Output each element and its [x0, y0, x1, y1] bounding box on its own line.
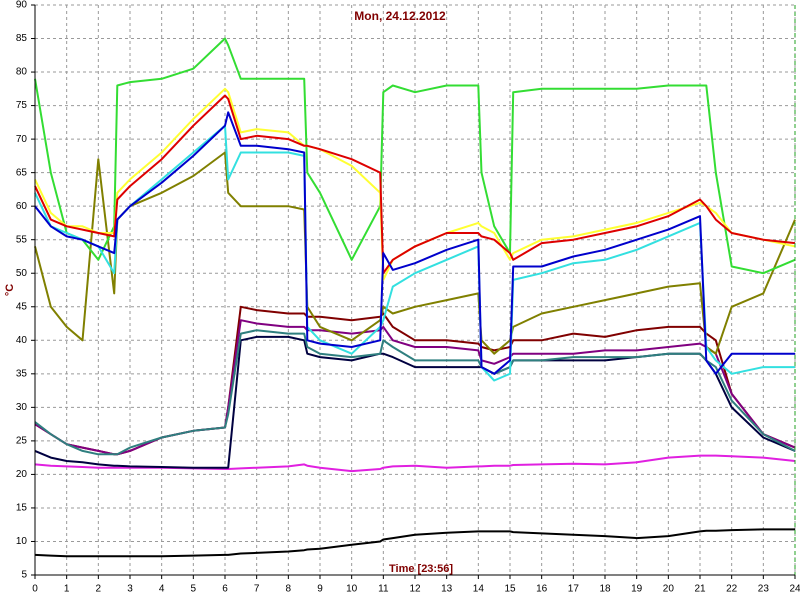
series-line — [34, 528, 795, 558]
y-tick-label: 45 — [16, 301, 28, 312]
x-tick-label: 7 — [254, 584, 260, 595]
y-tick-label: 70 — [16, 134, 28, 145]
series-line — [34, 37, 796, 275]
x-tick-label: 4 — [159, 584, 165, 595]
series-line — [34, 454, 796, 473]
x-tick-label: 6 — [222, 584, 228, 595]
x-tick-label: 2 — [96, 584, 102, 595]
y-tick-label: 55 — [16, 234, 28, 245]
x-tick-label: 8 — [286, 584, 292, 595]
x-tick-label: 17 — [568, 584, 580, 595]
y-tick-label: 30 — [16, 402, 28, 413]
x-tick-label: 22 — [726, 584, 738, 595]
y-tick-label: 20 — [16, 469, 28, 480]
x-tick-label: 10 — [346, 584, 358, 595]
series-line — [34, 319, 796, 456]
x-tick-label: 15 — [504, 584, 516, 595]
y-tick-label: 90 — [16, 0, 28, 11]
x-tick-label: 14 — [473, 584, 485, 595]
x-tick-label: 3 — [127, 584, 133, 595]
plot-lines — [34, 37, 796, 558]
y-axis-label: °C — [4, 284, 16, 296]
x-tick-label: 12 — [409, 584, 421, 595]
y-tick-label: 10 — [16, 536, 28, 547]
y-tick-label: 40 — [16, 335, 28, 346]
y-tick-label: 5 — [21, 570, 27, 581]
y-tick-label: 85 — [16, 33, 28, 44]
series-line — [34, 111, 795, 375]
x-tick-label: 0 — [32, 584, 38, 595]
x-tick-label: 5 — [191, 584, 197, 595]
x-tick-label: 20 — [663, 584, 675, 595]
x-tick-label: 18 — [599, 584, 611, 595]
x-tick-label: 16 — [536, 584, 548, 595]
y-tick-label: 25 — [16, 436, 28, 447]
x-tick-label: 11 — [378, 584, 389, 595]
x-tick-label: 13 — [441, 584, 453, 595]
series-line — [34, 94, 796, 275]
x-tick-label: 19 — [631, 584, 643, 595]
x-tick-label: 9 — [317, 584, 323, 595]
y-tick-label: 80 — [16, 67, 28, 78]
y-tick-label: 15 — [16, 503, 28, 514]
y-tick-label: 50 — [16, 268, 28, 279]
y-tick-label: 60 — [16, 201, 28, 212]
y-tick-label: 35 — [16, 368, 28, 379]
x-tick-label: 24 — [789, 584, 800, 595]
series-line — [34, 329, 796, 456]
x-tick-label: 21 — [694, 584, 706, 595]
x-tick-label: 1 — [64, 584, 70, 595]
y-tick-label: 65 — [16, 167, 28, 178]
y-tick-label: 75 — [16, 100, 28, 111]
chart-title: Mon, 24.12.2012 — [354, 9, 446, 23]
x-axis-label: Time [23:56] — [389, 563, 453, 575]
x-tick-label: 23 — [758, 584, 770, 595]
